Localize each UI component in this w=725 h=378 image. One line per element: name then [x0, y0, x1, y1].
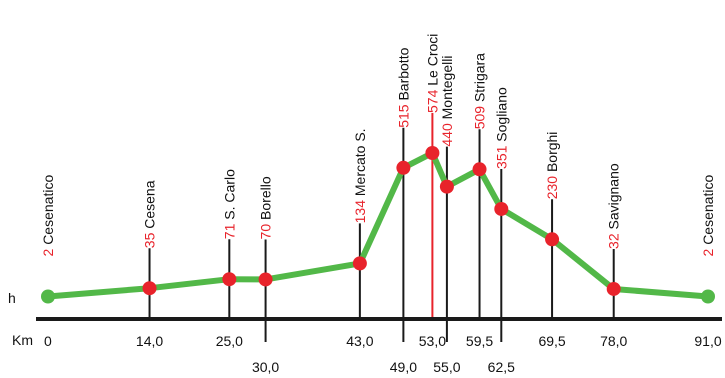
km-label-4: 43,0	[346, 333, 373, 349]
place-label-0: 2 Cesenatico	[40, 175, 56, 257]
km-label-0: 0	[44, 333, 52, 349]
km-label-6: 53,0	[419, 333, 446, 349]
place-label-2: 71 S. Carlo	[221, 169, 237, 239]
place-label-4: 134 Mercato S.	[352, 128, 368, 223]
place-label-6: 574 Le Croci	[424, 34, 440, 113]
place-label-8: 509 Strigara	[472, 53, 488, 129]
place-name: Montegelli	[439, 56, 455, 124]
point-1	[142, 281, 157, 296]
place-name: Barbotto	[395, 47, 411, 104]
km-label-9: 62,5	[488, 359, 515, 375]
altitude-value: 440	[439, 123, 455, 147]
altitude-value: 574	[424, 89, 440, 113]
km-label-10: 69,5	[538, 333, 565, 349]
altitude-value: 134	[352, 200, 368, 224]
km-label-8: 59,5	[466, 333, 493, 349]
place-label-9: 351 Sogliano	[493, 87, 509, 169]
point-9	[494, 201, 509, 216]
place-name: Cesenatico	[40, 175, 56, 249]
place-label-10: 230 Borghi	[544, 132, 560, 200]
km-labels: 0 14,0 25,0 30,0 43,0 49,053,0 55,0 59,5 62,5 69,…	[44, 333, 722, 375]
point-11	[606, 281, 621, 296]
altitude-value: 35	[142, 232, 158, 248]
km-label-5: 49,0	[390, 359, 417, 375]
place-label-3: 70 Borello	[258, 176, 274, 239]
place-name: Borello	[258, 176, 274, 224]
place-name: S. Carlo	[221, 169, 237, 224]
place-name: Sogliano	[493, 87, 509, 146]
point-12	[701, 289, 715, 304]
point-0	[41, 289, 55, 304]
place-name: Mercato S.	[352, 128, 368, 200]
km-label-1: 14,0	[136, 333, 163, 349]
altitude-value: 515	[395, 104, 411, 128]
altitude-value: 509	[472, 106, 488, 130]
altitude-value: 70	[258, 224, 274, 240]
x-axis-label: Km	[12, 332, 33, 348]
place-label-1: 35 Cesena	[142, 180, 158, 248]
altitude-value: 2	[700, 248, 716, 256]
y-axis-label: h	[8, 290, 16, 306]
altitude-value: 71	[221, 223, 237, 239]
place-name: Borghi	[544, 132, 560, 176]
place-name: Cesena	[142, 180, 158, 232]
place-labels: 2 Cesenatico 35 Cesena 71 S. Carlo 70 Borel…	[40, 34, 716, 257]
place-label-12: 2 Cesenatico	[700, 175, 716, 257]
altitude-value: 32	[606, 233, 622, 249]
km-label-7: 55,0	[433, 359, 460, 375]
km-label-2: 25,0	[216, 333, 243, 349]
altitude-value: 351	[493, 145, 509, 169]
point-10	[545, 232, 560, 247]
place-name: Cesenatico	[700, 175, 716, 249]
point-8	[472, 162, 487, 177]
place-label-7: 440 Montegelli	[439, 56, 455, 147]
place-label-11: 32 Savignano	[606, 163, 622, 249]
km-label-12: 91,0	[694, 333, 721, 349]
altitude-value: 230	[544, 176, 560, 200]
point-2	[222, 272, 237, 287]
km-label-11: 78,0	[600, 333, 627, 349]
profile-points	[41, 146, 715, 304]
point-4	[352, 256, 367, 271]
point-7	[439, 179, 454, 194]
point-6	[425, 146, 440, 160]
km-label-3: 30,0	[252, 359, 279, 375]
place-name: Le Croci	[424, 34, 440, 90]
point-5	[396, 160, 411, 175]
altitude-value: 2	[40, 248, 56, 256]
place-label-5: 515 Barbotto	[395, 47, 411, 127]
point-3	[258, 272, 273, 287]
place-name: Savignano	[606, 163, 622, 233]
place-name: Strigara	[472, 53, 488, 106]
